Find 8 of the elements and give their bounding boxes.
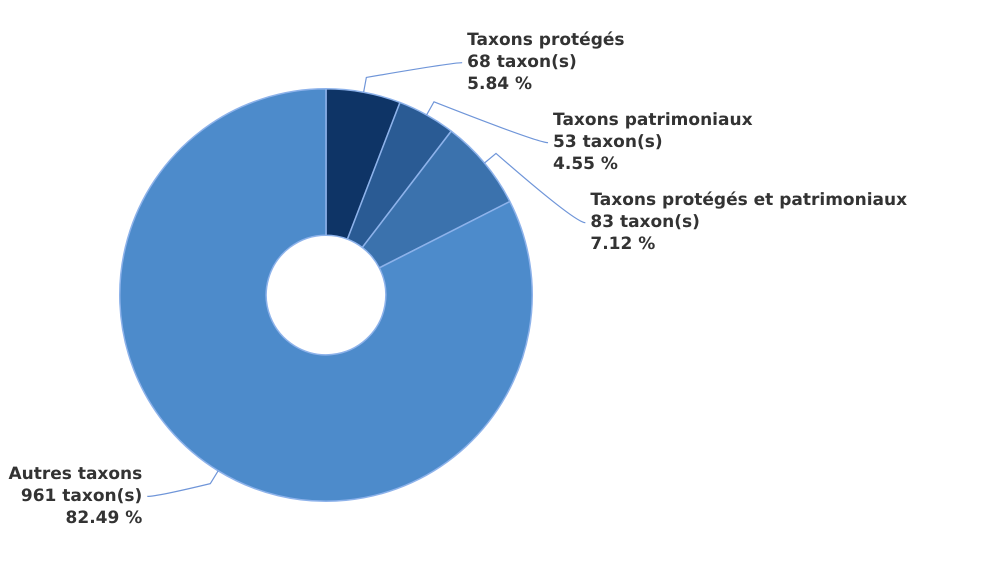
data-label: 53 taxon(s) 4.55 % — [553, 132, 663, 174]
slice-label: Taxons protégés — [467, 30, 625, 50]
data-label: 68 taxon(s) 5.84 % — [467, 52, 577, 94]
data-label: 961 taxon(s) 82.49 % — [20, 486, 142, 528]
slice-label: Autres taxons — [8, 464, 142, 484]
data-label: 83 taxon(s) 7.12 % — [590, 212, 700, 254]
slice-label: Taxons protégés et patrimoniaux — [590, 190, 908, 210]
slice-label: Taxons patrimoniaux — [553, 110, 753, 130]
